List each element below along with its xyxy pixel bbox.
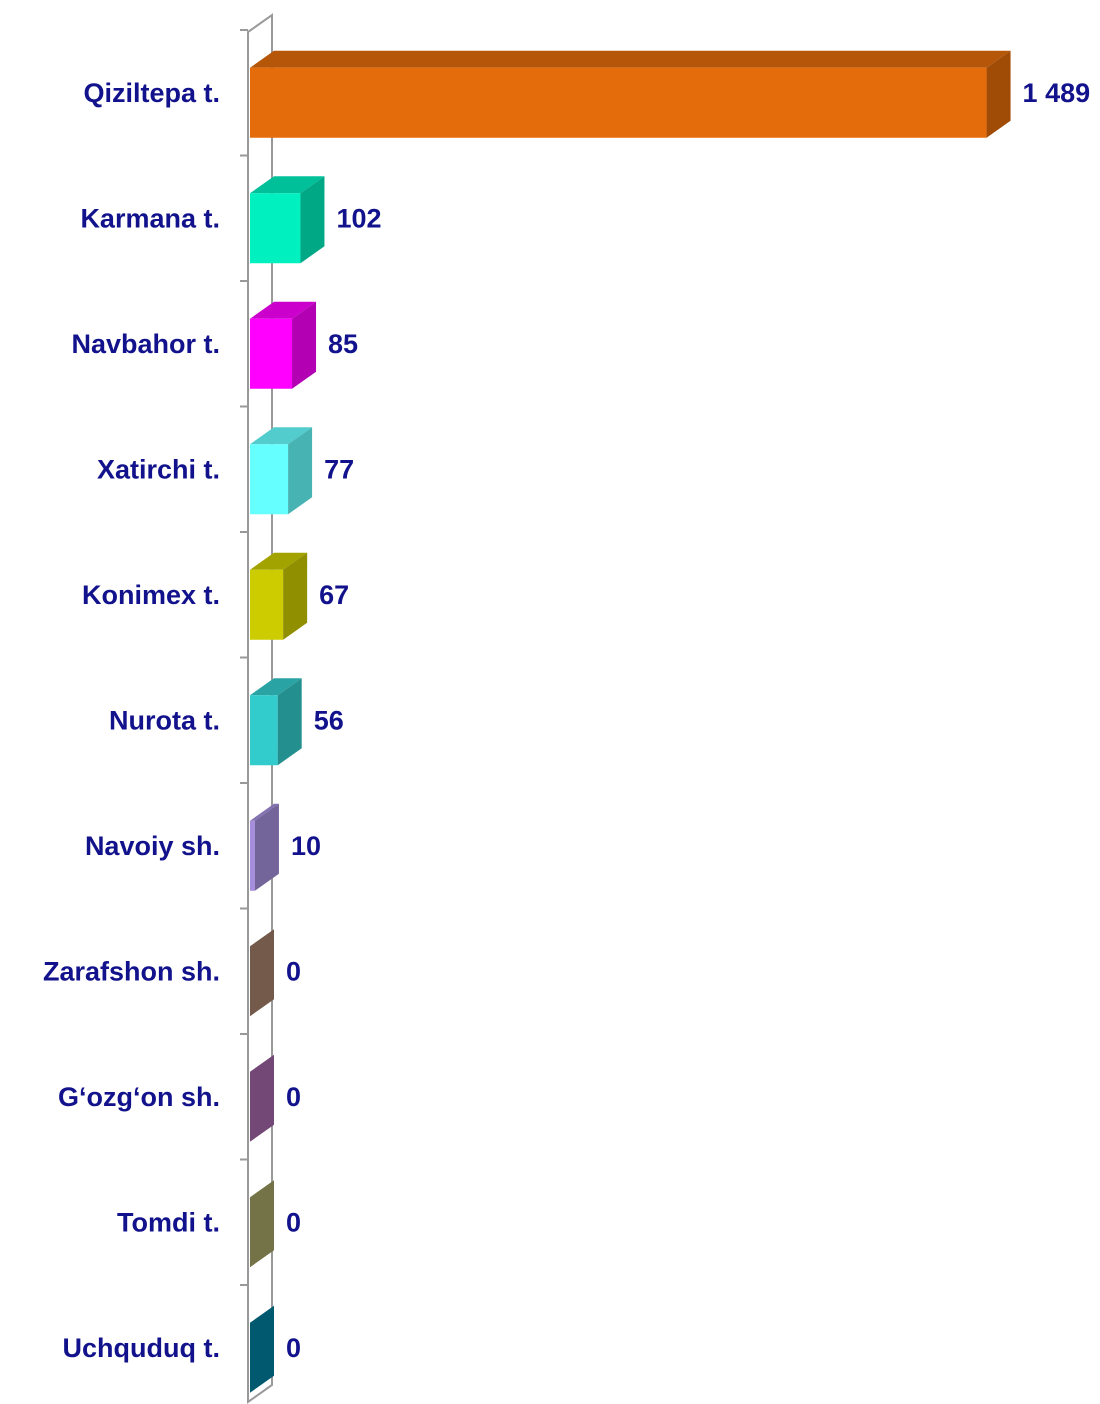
bar-side bbox=[283, 552, 308, 640]
bar-top bbox=[250, 301, 317, 319]
bar-side bbox=[288, 427, 313, 515]
bar-top bbox=[250, 176, 325, 194]
bar-side bbox=[292, 301, 317, 389]
bar-front bbox=[250, 318, 293, 389]
bar bbox=[250, 678, 302, 766]
bar-side bbox=[254, 803, 279, 891]
value-label: 56 bbox=[314, 705, 344, 735]
bar-top bbox=[250, 552, 308, 570]
category-label: Konimex t. bbox=[82, 580, 220, 610]
value-label: 77 bbox=[324, 454, 354, 484]
bar-side bbox=[250, 1054, 274, 1142]
value-label: 1 489 bbox=[1023, 78, 1091, 108]
bar bbox=[250, 929, 274, 1017]
value-label: 67 bbox=[319, 580, 349, 610]
value-label: 85 bbox=[328, 329, 358, 359]
bar-front bbox=[250, 695, 278, 766]
bar-side bbox=[277, 678, 302, 766]
bar-side bbox=[300, 176, 325, 264]
bar bbox=[250, 176, 325, 264]
category-label: Nurota t. bbox=[109, 705, 220, 735]
value-label: 0 bbox=[286, 1082, 301, 1112]
value-label: 0 bbox=[286, 1333, 301, 1363]
bar-front bbox=[250, 569, 284, 640]
category-label: Tomdi t. bbox=[117, 1207, 220, 1237]
bar-front bbox=[250, 444, 289, 515]
bar bbox=[250, 1305, 274, 1393]
bar-side bbox=[250, 1305, 274, 1393]
bar-top bbox=[250, 427, 313, 445]
bar-top bbox=[250, 678, 302, 696]
bar-top bbox=[250, 50, 1011, 68]
category-label: Navoiy sh. bbox=[85, 831, 220, 861]
value-label: 0 bbox=[286, 956, 301, 986]
category-label: Karmana t. bbox=[80, 203, 220, 233]
category-label: Navbahor t. bbox=[71, 329, 220, 359]
bar bbox=[250, 1054, 274, 1142]
bar-side bbox=[250, 929, 274, 1017]
bar bbox=[250, 552, 308, 640]
axis-wall bbox=[247, 13, 273, 1404]
bar-front bbox=[250, 193, 301, 264]
bar bbox=[250, 50, 1011, 138]
category-label: Xatirchi t. bbox=[97, 454, 220, 484]
value-label: 10 bbox=[291, 831, 321, 861]
bar bbox=[250, 301, 317, 389]
bar bbox=[250, 427, 313, 515]
bar-front bbox=[250, 67, 987, 138]
category-label: Zarafshon sh. bbox=[43, 956, 220, 986]
category-label: Qiziltepa t. bbox=[83, 78, 220, 108]
category-label: G‘ozg‘on sh. bbox=[58, 1082, 220, 1112]
bar bbox=[250, 1180, 274, 1268]
value-label: 102 bbox=[336, 203, 381, 233]
bar-top bbox=[250, 803, 279, 821]
category-label: Uchquduq t. bbox=[63, 1333, 220, 1363]
bar-side bbox=[250, 1180, 274, 1268]
bar-front bbox=[250, 820, 255, 891]
bar-side bbox=[986, 50, 1011, 138]
bar bbox=[250, 803, 279, 891]
value-label: 0 bbox=[286, 1207, 301, 1237]
